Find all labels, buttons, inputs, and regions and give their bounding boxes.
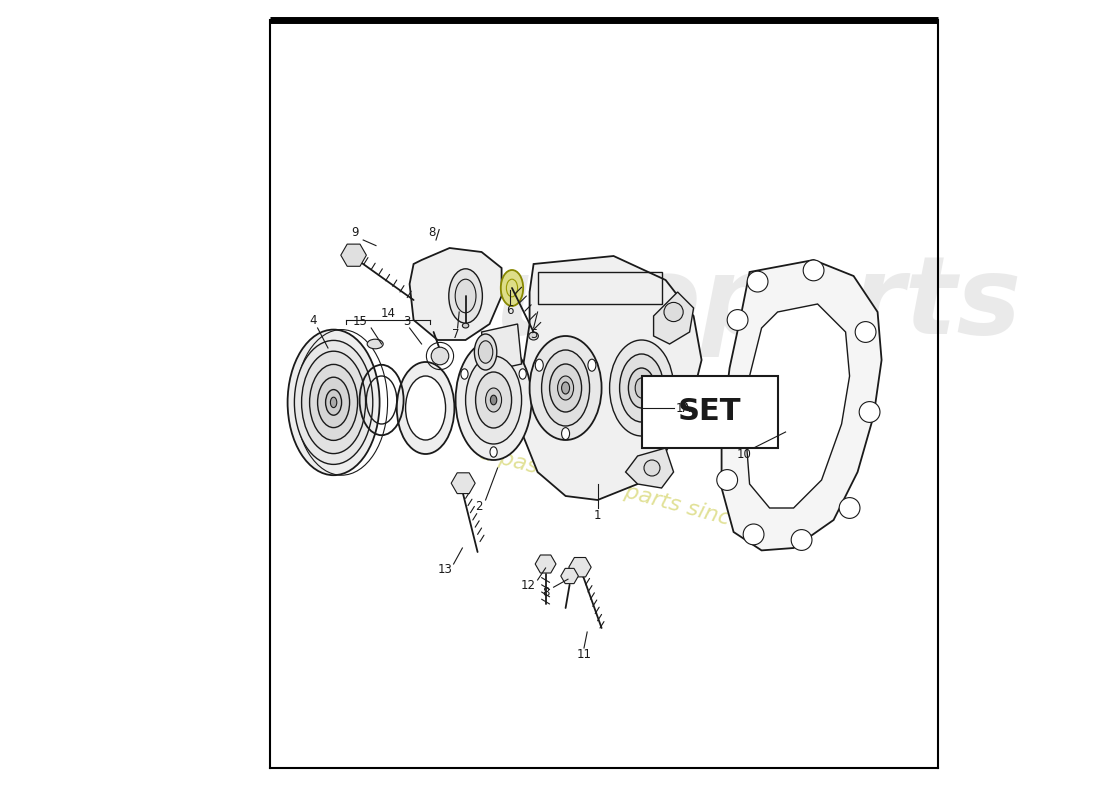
Text: 5: 5 — [530, 328, 537, 341]
Text: 13: 13 — [438, 563, 452, 576]
Polygon shape — [561, 568, 579, 584]
Text: 1A: 1A — [675, 402, 691, 414]
Text: 12: 12 — [520, 579, 536, 592]
Ellipse shape — [330, 397, 337, 407]
Circle shape — [431, 347, 449, 365]
Circle shape — [859, 402, 880, 422]
Text: 2: 2 — [474, 500, 482, 513]
Ellipse shape — [455, 279, 476, 313]
Circle shape — [803, 260, 824, 281]
Ellipse shape — [455, 340, 531, 460]
Ellipse shape — [550, 364, 582, 412]
Text: a passion for parts since 1985: a passion for parts since 1985 — [476, 443, 806, 549]
Ellipse shape — [462, 323, 469, 328]
Circle shape — [791, 530, 812, 550]
Ellipse shape — [562, 427, 570, 439]
Polygon shape — [653, 292, 694, 344]
Ellipse shape — [326, 390, 342, 415]
Ellipse shape — [406, 376, 446, 440]
Ellipse shape — [287, 330, 380, 475]
Ellipse shape — [587, 359, 596, 371]
Ellipse shape — [529, 332, 538, 340]
Circle shape — [747, 271, 768, 292]
Text: 4: 4 — [310, 314, 317, 326]
Ellipse shape — [558, 376, 573, 400]
Text: 8: 8 — [542, 586, 549, 598]
Ellipse shape — [619, 354, 663, 422]
Text: 8: 8 — [428, 226, 436, 239]
Polygon shape — [626, 448, 673, 488]
Polygon shape — [341, 244, 366, 266]
Ellipse shape — [295, 341, 373, 464]
Ellipse shape — [309, 364, 358, 440]
Text: 7: 7 — [452, 328, 460, 341]
Polygon shape — [536, 555, 556, 573]
Polygon shape — [521, 256, 702, 500]
Text: 9: 9 — [351, 226, 359, 239]
Ellipse shape — [500, 270, 524, 306]
Ellipse shape — [529, 336, 602, 440]
Ellipse shape — [449, 269, 483, 323]
Ellipse shape — [519, 369, 526, 379]
Text: 15: 15 — [352, 315, 367, 328]
Circle shape — [855, 322, 876, 342]
Ellipse shape — [541, 350, 590, 426]
Circle shape — [717, 470, 738, 490]
Ellipse shape — [562, 382, 570, 394]
Text: 14: 14 — [381, 307, 396, 320]
Ellipse shape — [397, 362, 454, 454]
Polygon shape — [409, 248, 502, 340]
Ellipse shape — [628, 368, 654, 408]
Ellipse shape — [491, 395, 497, 405]
Polygon shape — [569, 558, 591, 577]
Circle shape — [715, 382, 736, 402]
Circle shape — [644, 460, 660, 476]
Circle shape — [664, 302, 683, 322]
Text: 10: 10 — [737, 448, 751, 461]
Ellipse shape — [635, 378, 648, 398]
Text: SET: SET — [678, 398, 741, 426]
Bar — [641, 376, 778, 448]
Text: 11: 11 — [576, 648, 592, 661]
Ellipse shape — [475, 372, 512, 428]
Polygon shape — [451, 473, 475, 494]
Ellipse shape — [609, 340, 673, 436]
Circle shape — [839, 498, 860, 518]
Circle shape — [744, 524, 764, 545]
Ellipse shape — [318, 378, 350, 427]
Text: 3: 3 — [403, 315, 410, 328]
Polygon shape — [482, 324, 521, 372]
Text: 1: 1 — [594, 509, 602, 522]
Ellipse shape — [367, 339, 383, 349]
Ellipse shape — [474, 334, 497, 370]
Ellipse shape — [478, 341, 493, 363]
Ellipse shape — [485, 388, 502, 412]
Text: 6: 6 — [506, 304, 514, 317]
Ellipse shape — [465, 356, 521, 444]
Ellipse shape — [490, 446, 497, 457]
Ellipse shape — [536, 359, 543, 371]
Polygon shape — [746, 304, 849, 508]
Polygon shape — [722, 260, 881, 550]
Ellipse shape — [301, 351, 365, 454]
Circle shape — [727, 310, 748, 330]
Text: europarts: europarts — [422, 251, 1021, 357]
Ellipse shape — [461, 369, 469, 379]
